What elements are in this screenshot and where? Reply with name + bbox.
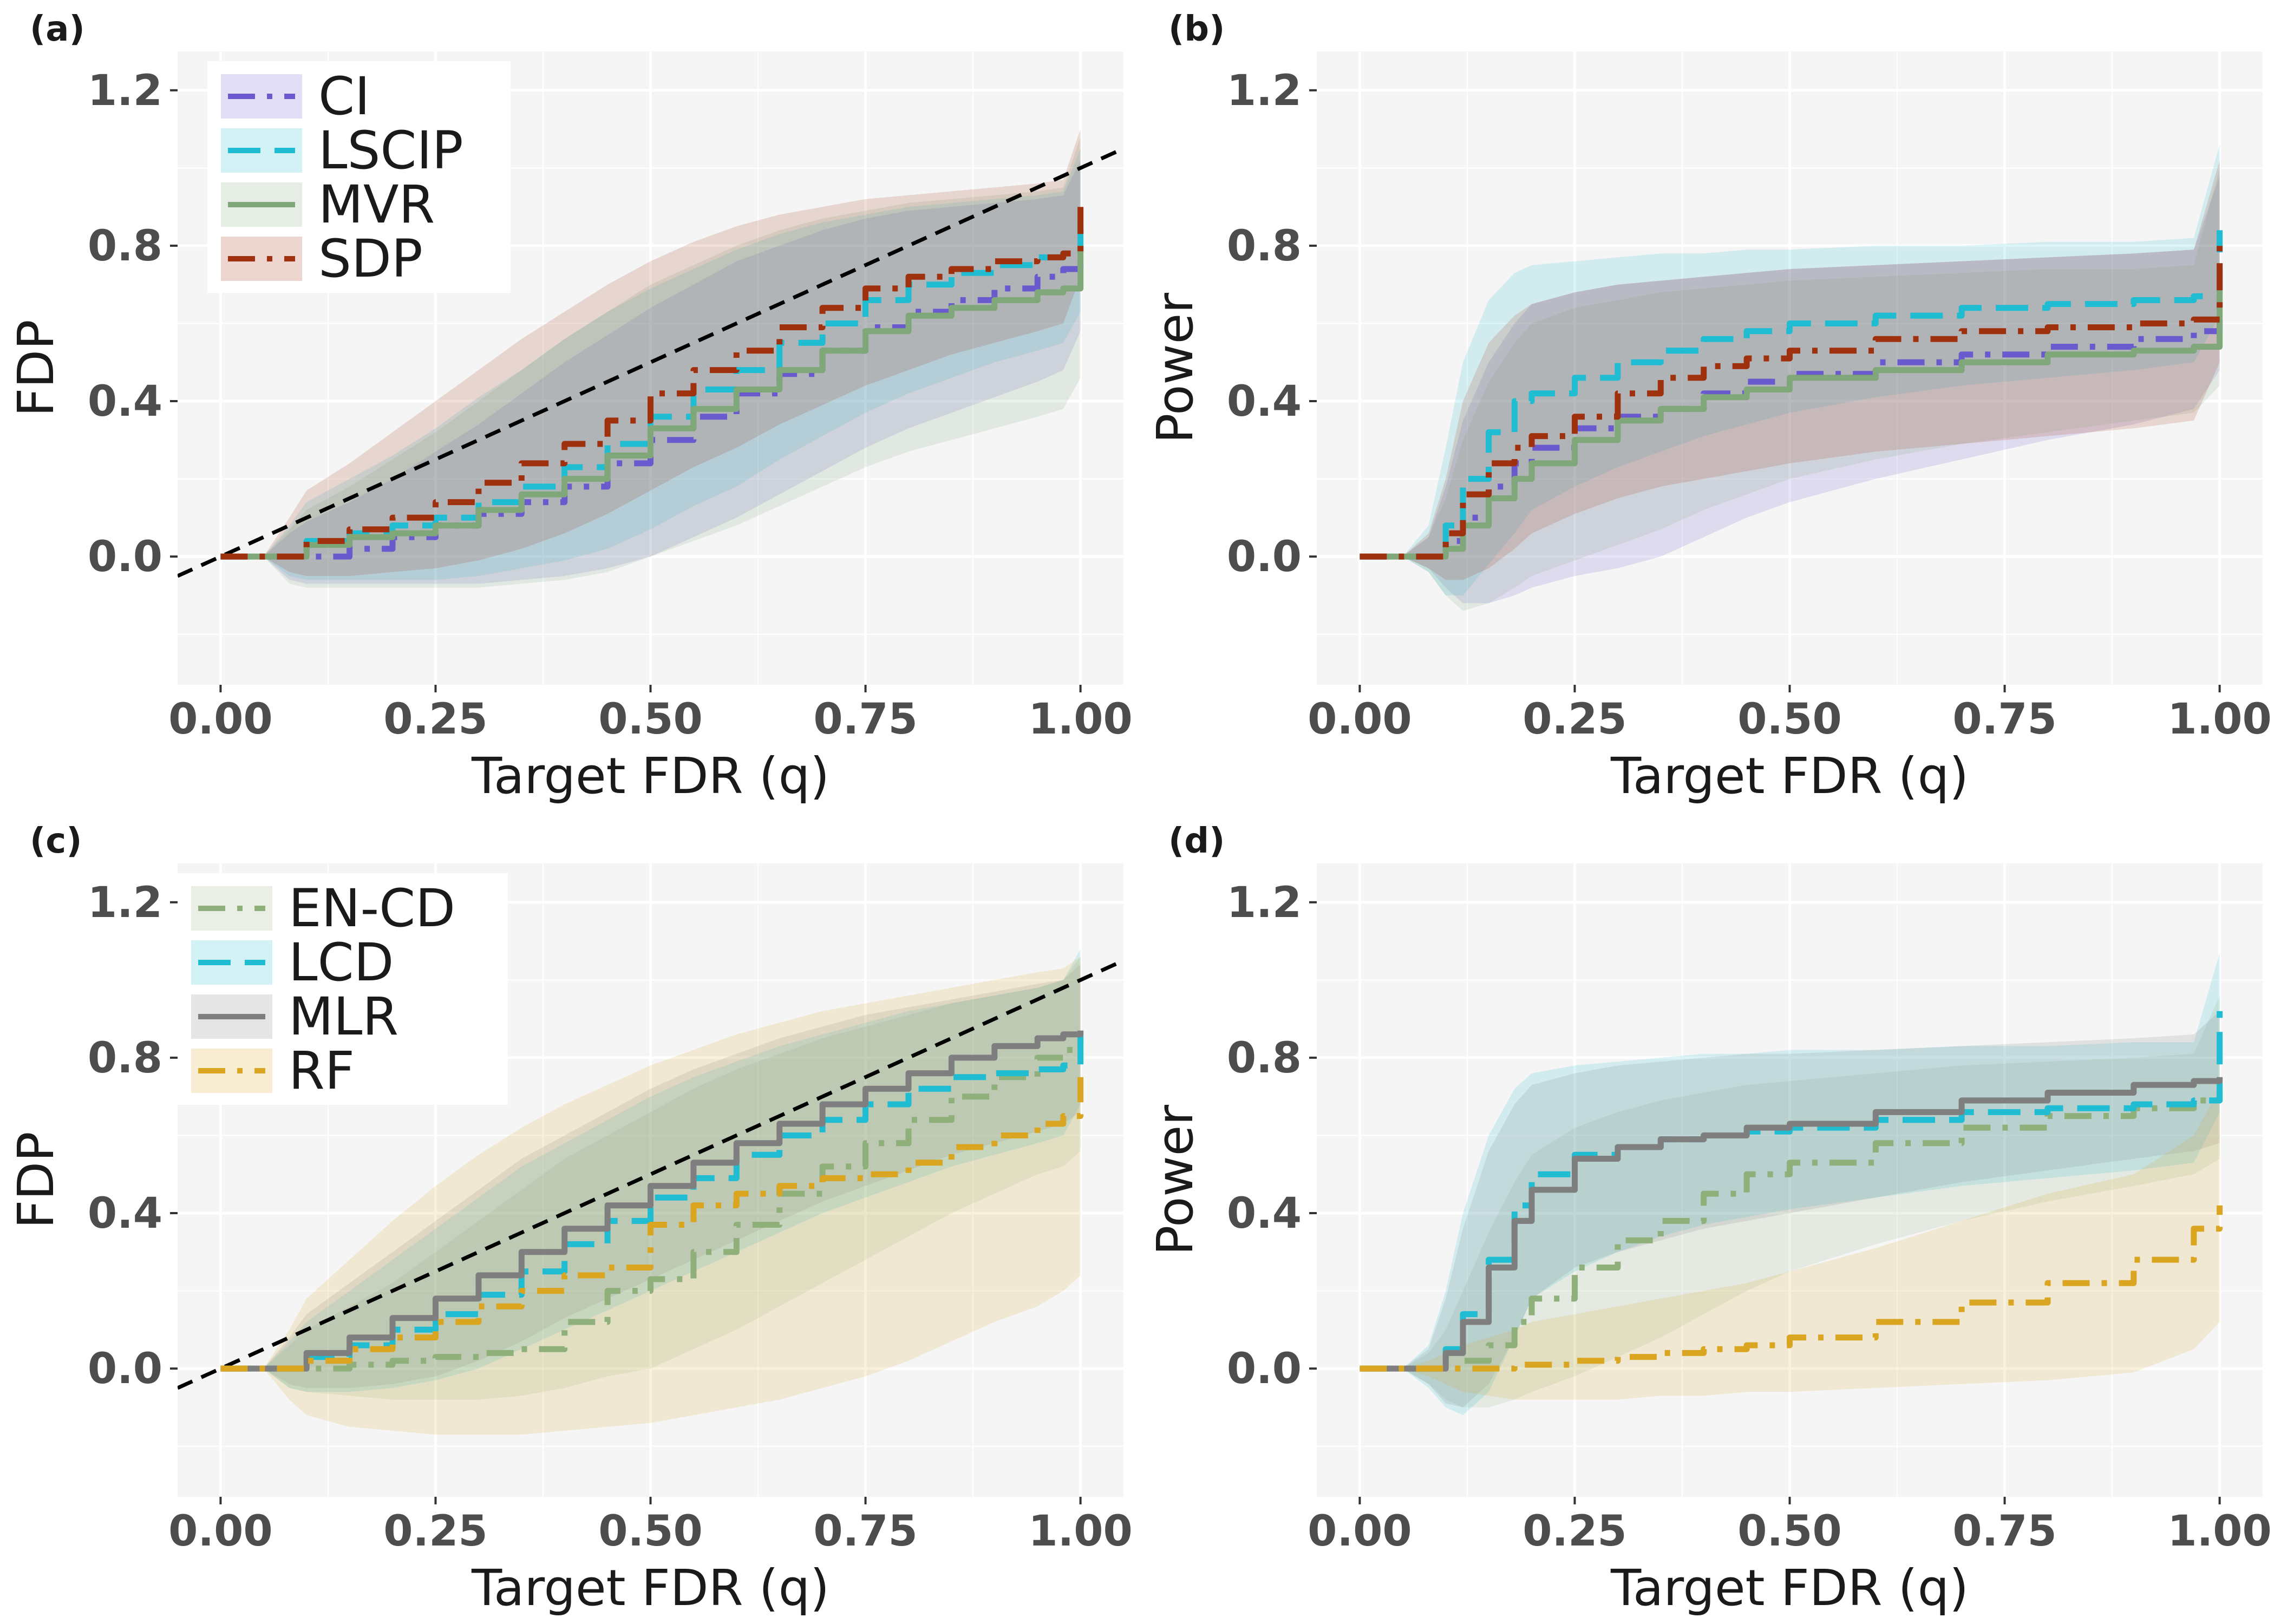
x-tick-label: 0.00	[1308, 695, 1412, 744]
x-axis-label: Target FDR (q)	[1610, 747, 1969, 805]
series-group	[1360, 145, 2223, 611]
y-tick-label: 0.8	[1227, 1034, 1302, 1083]
legend-label: LCD	[289, 932, 394, 993]
x-tick-label: 0.50	[1737, 1507, 1841, 1556]
series-line-sdp	[220, 195, 1084, 560]
y-tick-label: 1.2	[1227, 67, 1302, 115]
panel-d: 0.00 0.25 0.50 0.75 1.00 0.0 0.4 0.8 1.2 Target F…	[1146, 821, 2272, 1617]
panel-a: 0.00 0.25 0.50 0.75 1.00 0.0 0.4 0.8 1.2 Target F…	[7, 9, 1133, 805]
series-line-mlr	[1360, 1077, 2223, 1372]
panel-label: (a)	[30, 9, 85, 49]
legend-box	[178, 873, 508, 1105]
y-tick-label: 0.4	[88, 1189, 162, 1238]
y-tick-label: 0.4	[88, 377, 162, 426]
series-line-lscip	[1360, 230, 2223, 560]
band-sdp	[1360, 160, 2220, 580]
band-lscip	[1360, 145, 2220, 595]
y-tick-label: 0.0	[1227, 1345, 1302, 1393]
legend-label: SDP	[318, 228, 423, 289]
x-tick-label: 0.50	[598, 695, 702, 744]
series-line-mlr	[220, 1030, 1084, 1372]
x-tick-label: 0.75	[813, 1507, 917, 1556]
legend-label: MLR	[289, 986, 398, 1047]
legend-label: LSCIP	[318, 120, 463, 181]
x-tick-label: 1.00	[1028, 1507, 1132, 1556]
y-tick-label: 0.8	[1227, 222, 1302, 271]
x-tick-label: 0.00	[1308, 1507, 1412, 1556]
series-line-rf	[1360, 1205, 2223, 1372]
y-tick-label: 0.8	[88, 222, 162, 271]
x-tick-label: 0.75	[813, 695, 917, 744]
y-tick-label: 1.2	[1227, 879, 1302, 927]
legend-label: CI	[318, 66, 370, 127]
y-axis-label: FDP	[7, 319, 65, 416]
y-tick-label: 0.4	[1227, 1189, 1302, 1238]
x-tick-label: 0.50	[598, 1507, 702, 1556]
reference-line	[178, 959, 1123, 1390]
y-tick-label: 1.2	[88, 67, 162, 115]
y-axis-label: Power	[1146, 1105, 1204, 1255]
band-en-cd	[220, 957, 1081, 1400]
series-line-rf	[220, 1077, 1084, 1372]
band-rf	[1360, 1089, 2220, 1400]
band-sdp	[220, 129, 1081, 577]
series-group	[1360, 953, 2223, 1416]
band-lcd	[220, 948, 1081, 1392]
y-axis-label: Power	[1146, 293, 1204, 443]
legend-label: MVR	[318, 174, 435, 235]
x-tick-label: 0.25	[1522, 695, 1626, 744]
series-group	[178, 129, 1123, 588]
panel-b: 0.00 0.25 0.50 0.75 1.00 0.0 0.4 0.8 1.2 Target F…	[1146, 9, 2272, 805]
x-tick-label: 0.00	[168, 1507, 272, 1556]
x-tick-label: 0.75	[1952, 1507, 2056, 1556]
series-group	[178, 948, 1123, 1435]
band-lcd	[1360, 953, 2220, 1416]
legend-label: RF	[289, 1040, 355, 1101]
x-axis-label: Target FDR (q)	[471, 747, 829, 805]
panel-label: (b)	[1168, 9, 1225, 49]
gridlines	[1317, 51, 2263, 685]
series-line-mvr	[220, 245, 1084, 560]
y-tick-label: 0.0	[88, 1345, 162, 1393]
x-tick-label: 1.00	[2167, 1507, 2271, 1556]
series-line-sdp	[1360, 234, 2223, 560]
panel-label: (c)	[30, 821, 82, 861]
x-tick-label: 1.00	[2167, 695, 2271, 744]
x-tick-label: 0.25	[383, 695, 487, 744]
band-lscip	[220, 148, 1081, 580]
y-tick-label: 0.4	[1227, 377, 1302, 426]
panel-c: 0.00 0.25 0.50 0.75 1.00 0.0 0.4 0.8 1.2 Target F…	[7, 821, 1133, 1617]
band-mlr	[220, 964, 1081, 1388]
reference-line	[178, 147, 1123, 578]
x-tick-label: 0.00	[168, 695, 272, 744]
y-tick-label: 0.0	[1227, 533, 1302, 581]
y-tick-label: 1.2	[88, 879, 162, 927]
x-axis-label: Target FDR (q)	[1610, 1559, 1969, 1617]
x-tick-label: 0.50	[1737, 695, 1841, 744]
x-tick-label: 0.25	[383, 1507, 487, 1556]
legend-label: EN-CD	[289, 878, 455, 939]
x-tick-label: 1.00	[1028, 695, 1132, 744]
panel-label: (d)	[1168, 821, 1225, 861]
band-mvr	[220, 136, 1081, 588]
x-axis-label: Target FDR (q)	[471, 1559, 829, 1617]
y-tick-label: 0.0	[88, 533, 162, 581]
x-tick-label: 0.75	[1952, 695, 2056, 744]
x-tick-label: 0.25	[1522, 1507, 1626, 1556]
y-axis-label: FDP	[7, 1131, 65, 1228]
legend-box	[207, 61, 511, 293]
y-tick-label: 0.8	[88, 1034, 162, 1083]
series-line-en-cd	[1360, 1089, 2223, 1372]
series-line-en-cd	[220, 1034, 1084, 1372]
